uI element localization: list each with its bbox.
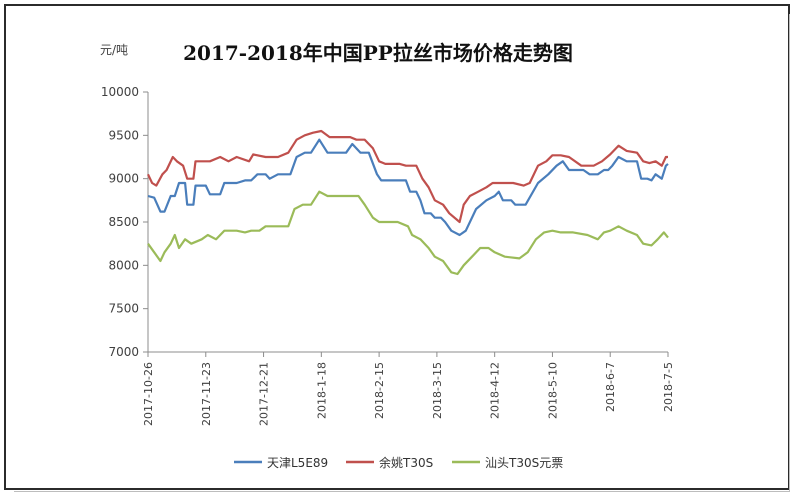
y-tick-label: 8000: [108, 258, 139, 272]
y-axis-unit-label: 元/吨: [100, 43, 128, 57]
y-tick-label: 10000: [101, 85, 139, 99]
x-tick-label: 2017-10-26: [142, 362, 155, 426]
chart-title: 2017-2018年中国PP拉丝市场价格走势图: [183, 41, 573, 65]
x-tick-label: 2018-6-7: [604, 362, 617, 412]
x-axis-ticks: 2017-10-26 2017-11-23 2017-12-21 2018-1-18 2…: [142, 352, 675, 426]
y-tick-label: 7500: [108, 302, 139, 316]
legend-label: 天津L5E89: [267, 456, 328, 470]
x-tick-label: 2018-4-12: [489, 362, 502, 419]
series-lines: [147, 129, 669, 276]
y-tick-label: 7000: [108, 345, 139, 359]
x-tick-label: 2018-1-18: [315, 362, 328, 419]
legend: 天津L5E89 余姚T30S 汕头T30S元票: [234, 455, 563, 470]
x-tick-label: 2018-2-15: [373, 362, 386, 419]
legend-label: 余姚T30S: [379, 455, 433, 470]
y-tick-label: 9000: [108, 172, 139, 186]
series-line-3: [147, 190, 669, 276]
frame-shadow-line: [14, 14, 790, 492]
series-line-1: [147, 138, 669, 237]
series-line-2: [147, 129, 668, 224]
x-tick-label: 2018-7-5: [662, 362, 675, 412]
x-tick-label: 2017-11-23: [200, 362, 213, 426]
y-tick-label: 8500: [108, 215, 139, 229]
x-tick-label: 2018-3-15: [431, 362, 444, 419]
chart-frame: [4, 4, 790, 492]
x-tick-label: 2018-5-10: [546, 362, 559, 419]
y-axis-ticks: 7000 7500 8000 8500 9000 9500 10000: [101, 85, 148, 359]
legend-label: 汕头T30S元票: [485, 456, 563, 470]
y-tick-label: 9500: [108, 128, 139, 142]
x-tick-label: 2017-12-21: [258, 362, 271, 426]
